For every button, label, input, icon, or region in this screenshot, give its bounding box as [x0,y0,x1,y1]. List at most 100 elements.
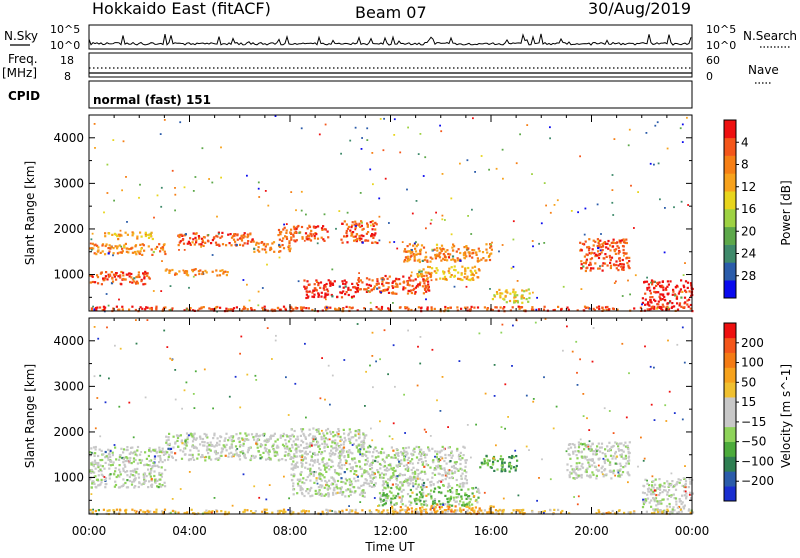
velocity-cell [343,429,345,431]
velocity-cell [355,509,357,511]
velocity-cell [400,451,402,453]
velocity-cell [386,470,388,472]
power-cell [629,294,631,296]
velocity-cell [297,483,299,485]
velocity-cell [214,497,216,499]
velocity-cell [292,511,294,513]
power-cell [194,237,196,239]
velocity-cell [379,474,381,476]
velocity-cell [229,396,231,398]
velocity-cell [385,487,387,489]
velocity-cell [389,435,391,437]
power-cell [411,292,413,294]
velocity-cell [285,451,287,453]
velocity-cell [320,469,322,471]
power-cell [535,309,537,311]
velocity-cell [297,479,299,481]
velocity-cell [253,439,255,441]
power-cell [480,259,482,261]
power-cell [151,254,153,256]
power-cell [346,241,348,243]
velocity-cell [151,484,153,486]
velocity-cell [92,509,94,511]
power-cell [188,287,190,289]
velocity-cell [265,444,267,446]
velocity-cell [331,441,333,443]
power-cell [585,208,587,210]
power-cell [313,226,315,228]
power-cell [208,178,210,180]
velocity-cell [367,460,369,462]
power-cell [619,260,621,262]
power-cell [140,248,142,250]
velocity-cell [297,438,299,440]
velocity-cell [333,489,335,491]
velocity-cell [280,437,282,439]
power-cell [680,306,682,308]
power-cell [621,268,623,270]
velocity-cell [409,504,411,506]
velocity-cell [448,447,450,449]
velocity-cell [292,460,294,462]
power-cell [151,248,153,250]
power-cell [392,287,394,289]
power-cell [659,198,661,200]
velocity-cell [590,445,592,447]
velocity-cell [291,428,293,430]
power-cell [135,253,137,255]
velocity-cell [412,486,414,488]
power-cell [502,178,504,180]
power-cell [112,139,114,141]
velocity-cell [410,502,412,504]
velocity-cell [186,382,188,384]
power-cell [132,234,134,236]
power-cell [221,232,223,234]
power-cell [615,253,617,255]
velocity-cell [109,453,111,455]
velocity-cell [407,470,409,472]
velocity-cell [302,477,304,479]
power-cell [371,242,373,244]
velocity-cell [309,488,311,490]
power-cell [91,238,93,240]
velocity-cell [276,454,278,456]
power-cell [673,206,675,208]
velocity-cell [184,389,186,391]
power-cell [178,249,180,251]
velocity-cell [418,484,420,486]
velocity-cell [130,470,132,472]
power-cell [326,283,328,285]
power-cell [239,244,241,246]
power-cell [544,306,546,308]
power-cell [376,288,378,290]
velocity-cell [364,437,366,439]
velocity-cell [384,329,386,331]
velocity-cell [301,465,303,467]
power-cell [325,298,327,300]
velocity-cell [325,437,327,439]
power-cell [120,251,122,253]
velocity-cell [408,446,410,448]
velocity-cell [289,438,291,440]
power-cell [589,308,591,310]
velocity-cell [359,501,361,503]
velocity-cell [247,449,249,451]
power-colorbar-segment [724,209,736,227]
velocity-cell [494,364,496,366]
velocity-cell [403,459,405,461]
power-cell [609,249,611,251]
velocity-cell [419,496,421,498]
velocity-cell [360,485,362,487]
velocity-cell [137,462,139,464]
power-cell [283,247,285,249]
power-cell [215,269,217,271]
power-cell [351,307,353,309]
power-cell [104,277,106,279]
velocity-cell [294,383,296,385]
cpid-value: normal (fast) 151 [93,93,211,107]
velocity-cell [411,492,413,494]
power-cell [355,239,357,241]
velocity-cell [116,476,118,478]
velocity-cell [445,478,447,480]
velocity-cell [430,484,432,486]
